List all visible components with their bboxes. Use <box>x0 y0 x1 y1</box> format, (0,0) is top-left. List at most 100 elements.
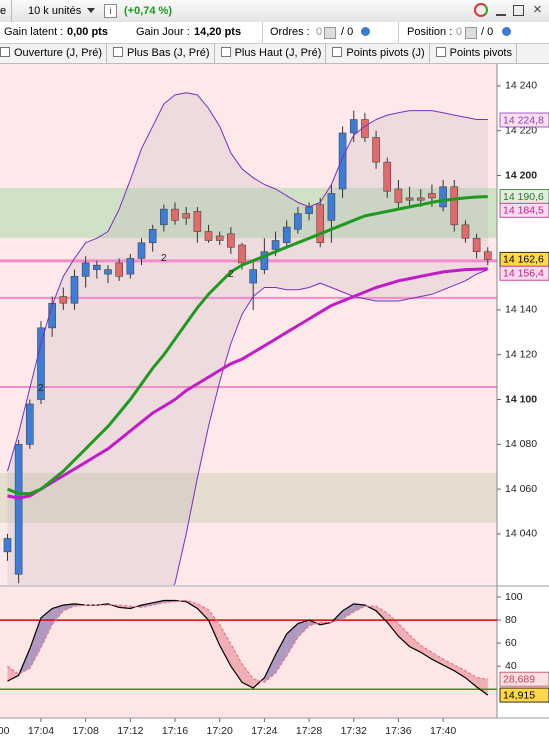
x-tick-label: 17:00 <box>0 725 10 737</box>
dropdown-arrow[interactable] <box>87 8 95 17</box>
close-button[interactable]: × <box>533 1 542 18</box>
candle-body <box>349 119 358 134</box>
candle-body <box>383 161 392 192</box>
candle-body <box>14 444 23 575</box>
gain-jour: 14,20 pts <box>194 26 242 38</box>
y-tick-label: 14 040 <box>505 528 537 540</box>
refresh-icon[interactable] <box>474 3 488 17</box>
x-tick-label: 17:04 <box>28 725 54 737</box>
candle-body <box>271 240 280 250</box>
oscillator-fill <box>476 677 488 696</box>
oscillator-fill <box>387 613 399 637</box>
candle-body <box>450 186 459 226</box>
oscillator-fill <box>208 609 220 646</box>
zone <box>0 473 497 523</box>
price-label-box <box>499 687 549 703</box>
oscillator-fill <box>443 659 455 671</box>
oscillator-fill <box>40 608 53 648</box>
oscillator-fill <box>398 623 410 647</box>
candle-body <box>126 258 135 275</box>
oscillator-fill <box>197 603 209 621</box>
candle-body <box>182 213 190 219</box>
indicator-tab[interactable]: Plus Haut (J, Pré) <box>215 44 327 63</box>
oscillator-fill <box>230 644 243 683</box>
candle-body <box>3 538 12 553</box>
candle-body <box>238 244 246 264</box>
time-axis-bg <box>0 718 549 740</box>
gain-jour-label: Gain Jour : <box>136 26 190 38</box>
indicator-tab[interactable]: Points pivots <box>430 44 517 63</box>
overlay-line <box>6 195 488 496</box>
position-settings[interactable] <box>502 27 511 36</box>
candle-body <box>37 327 45 400</box>
orders-label: Ordres : <box>270 26 310 38</box>
candle-body <box>104 269 112 275</box>
tab-label[interactable]: Plus Haut (J, Pré) <box>234 47 322 59</box>
position-label: Position : <box>407 26 453 38</box>
candle-body <box>439 186 447 208</box>
candle-body <box>405 197 414 201</box>
tab-label[interactable]: Points pivots <box>449 47 512 59</box>
maximize-button[interactable] <box>513 5 524 16</box>
price-label: 14 162,6 <box>503 254 544 266</box>
zone <box>0 187 497 239</box>
oscillator-fill <box>454 665 466 678</box>
tab-label[interactable]: Ouverture (J, Pré) <box>14 47 103 59</box>
tab-checkbox[interactable] <box>220 47 231 57</box>
price-label: 28,689 <box>503 673 535 685</box>
oscillator-line <box>7 599 488 683</box>
oscillator-fill <box>420 645 432 660</box>
candle-body <box>204 231 213 241</box>
candle-body <box>137 242 146 259</box>
tab-label[interactable]: Points pivots (J) <box>346 47 425 59</box>
tab-label[interactable]: Plus Bas (J, Pré) <box>127 47 210 59</box>
panel: 2 2 2 <box>0 92 497 585</box>
oscillator-fill <box>431 652 444 666</box>
tab-checkbox[interactable] <box>113 47 124 57</box>
y-tick-label: 14 220 <box>505 125 537 137</box>
candle-body <box>282 226 291 244</box>
price-label: 14 190,6 <box>503 191 544 203</box>
position-icon[interactable] <box>465 27 477 39</box>
annotation: 2 <box>228 268 234 280</box>
oscillator-fill <box>219 624 231 667</box>
y-tick-label: 60 <box>505 637 517 649</box>
candle-body <box>338 132 347 190</box>
oscillator-line <box>7 599 489 696</box>
candle-body <box>305 206 313 214</box>
indicator-tab[interactable]: Ouverture (J, Pré) <box>0 44 108 63</box>
annotation: 2 <box>38 382 44 394</box>
tab-checkbox[interactable] <box>332 47 343 57</box>
orders-settings[interactable] <box>361 27 370 36</box>
tab-checkbox[interactable] <box>435 47 446 57</box>
quantity-dropdown[interactable]: 10 k unités <box>28 5 82 17</box>
toolbar: e 10 k unités i (+0,74 %) × <box>0 0 549 23</box>
price-label: 14 224,8 <box>503 114 544 126</box>
x-tick-label: 17:16 <box>162 725 188 737</box>
panel <box>0 599 497 696</box>
candle-body <box>260 251 269 270</box>
indicator-tab[interactable]: Plus Bas (J, Pré) <box>107 44 215 63</box>
info-icon[interactable]: i <box>104 4 117 18</box>
candle-body <box>461 224 470 239</box>
oscillator-fill <box>342 603 354 619</box>
orders-icon[interactable] <box>324 27 336 39</box>
x-tick-label: 17:24 <box>251 725 277 737</box>
candle-body <box>472 237 481 253</box>
overlay-line <box>7 267 488 500</box>
y-tick-label: 14 060 <box>505 483 537 495</box>
indicator-tab[interactable]: Points pivots (J) <box>326 44 430 63</box>
orders-total: / 0 <box>341 26 354 38</box>
oscillator-fill <box>465 670 477 687</box>
x-tick-label: 17:40 <box>430 725 456 737</box>
candle-body <box>193 211 202 232</box>
minimize-button[interactable] <box>496 14 506 16</box>
candle-body <box>26 403 34 445</box>
y-tick-label: 40 <box>505 660 517 672</box>
status-bar: Gain latent : 0,00 pts Gain Jour : 14,20… <box>0 22 549 44</box>
y-tick-label: 14 200 <box>505 169 537 181</box>
tab-checkbox[interactable] <box>0 47 10 57</box>
candle-body <box>483 251 492 260</box>
